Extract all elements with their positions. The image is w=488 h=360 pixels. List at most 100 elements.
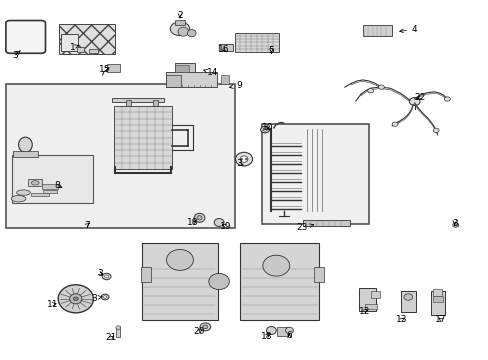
- Bar: [362, 25, 391, 36]
- Ellipse shape: [391, 122, 397, 126]
- Bar: [234, 32, 278, 52]
- Text: 16: 16: [218, 45, 229, 54]
- Ellipse shape: [69, 294, 81, 304]
- Text: 21: 21: [105, 333, 117, 342]
- Bar: [31, 193, 49, 196]
- Text: 19: 19: [220, 222, 231, 231]
- Ellipse shape: [452, 223, 458, 227]
- Text: 23: 23: [296, 223, 313, 232]
- Bar: [28, 179, 42, 186]
- Text: 20: 20: [193, 327, 205, 336]
- Ellipse shape: [263, 128, 266, 131]
- Text: 5: 5: [268, 46, 274, 55]
- Bar: [432, 289, 441, 296]
- Bar: [358, 288, 376, 311]
- Text: 18: 18: [260, 332, 272, 341]
- Ellipse shape: [104, 275, 108, 278]
- Ellipse shape: [240, 158, 242, 160]
- Bar: [220, 75, 229, 84]
- Bar: [6, 84, 234, 228]
- Ellipse shape: [194, 213, 204, 222]
- Ellipse shape: [378, 85, 384, 89]
- Ellipse shape: [187, 30, 196, 37]
- Ellipse shape: [235, 152, 252, 166]
- Bar: [430, 292, 444, 315]
- Ellipse shape: [166, 249, 193, 270]
- Text: 22: 22: [413, 94, 425, 102]
- Ellipse shape: [214, 219, 224, 226]
- Bar: [12, 155, 93, 203]
- Bar: [61, 34, 78, 50]
- Text: 3: 3: [91, 294, 102, 302]
- Ellipse shape: [240, 156, 247, 162]
- Ellipse shape: [11, 195, 26, 202]
- Bar: [218, 44, 233, 51]
- Bar: [174, 63, 195, 73]
- Bar: [174, 19, 185, 25]
- Bar: [141, 267, 150, 282]
- Ellipse shape: [244, 158, 247, 160]
- Text: 14: 14: [203, 68, 218, 77]
- Ellipse shape: [17, 190, 30, 195]
- Bar: [107, 64, 119, 72]
- Ellipse shape: [101, 294, 109, 300]
- Text: 11: 11: [47, 300, 59, 309]
- Text: 2: 2: [177, 10, 183, 19]
- Ellipse shape: [285, 327, 293, 334]
- Ellipse shape: [263, 255, 289, 276]
- Ellipse shape: [203, 325, 207, 329]
- Bar: [13, 151, 38, 157]
- Text: 1: 1: [69, 43, 78, 52]
- Bar: [89, 49, 98, 53]
- Ellipse shape: [19, 137, 32, 152]
- Bar: [166, 75, 181, 87]
- Ellipse shape: [197, 216, 202, 220]
- Text: 18: 18: [187, 218, 199, 227]
- Bar: [116, 327, 120, 337]
- Bar: [370, 291, 380, 298]
- Bar: [364, 304, 376, 309]
- Text: 15: 15: [99, 65, 111, 74]
- Ellipse shape: [103, 296, 106, 298]
- Text: 3: 3: [451, 219, 457, 228]
- Bar: [303, 220, 349, 226]
- Text: 10: 10: [262, 123, 273, 132]
- Ellipse shape: [408, 98, 419, 105]
- Ellipse shape: [403, 294, 412, 300]
- Text: 17: 17: [434, 315, 446, 324]
- Bar: [400, 291, 415, 312]
- Ellipse shape: [102, 273, 111, 280]
- Ellipse shape: [432, 128, 438, 132]
- Text: 12: 12: [358, 307, 369, 316]
- Ellipse shape: [260, 126, 269, 133]
- Bar: [42, 190, 57, 193]
- Text: 13: 13: [395, 315, 407, 324]
- Bar: [77, 47, 84, 52]
- Ellipse shape: [73, 297, 78, 301]
- Bar: [114, 106, 171, 169]
- Ellipse shape: [444, 97, 449, 101]
- Ellipse shape: [208, 274, 229, 289]
- Text: 3: 3: [236, 159, 243, 168]
- Text: 9: 9: [229, 81, 242, 90]
- Ellipse shape: [178, 27, 188, 36]
- Ellipse shape: [200, 323, 210, 331]
- Bar: [153, 100, 158, 106]
- Text: 4: 4: [399, 25, 417, 34]
- Ellipse shape: [31, 181, 39, 185]
- Ellipse shape: [266, 327, 276, 334]
- Bar: [261, 124, 368, 224]
- Bar: [142, 243, 218, 320]
- Text: 3: 3: [97, 269, 103, 278]
- Ellipse shape: [367, 89, 373, 93]
- Ellipse shape: [170, 22, 189, 36]
- Bar: [112, 98, 163, 102]
- Ellipse shape: [454, 224, 456, 226]
- Ellipse shape: [116, 326, 121, 329]
- Bar: [166, 72, 217, 87]
- Text: 8: 8: [55, 181, 61, 190]
- Ellipse shape: [58, 285, 93, 313]
- Bar: [175, 65, 188, 72]
- Bar: [313, 267, 323, 282]
- Text: 3: 3: [12, 51, 20, 60]
